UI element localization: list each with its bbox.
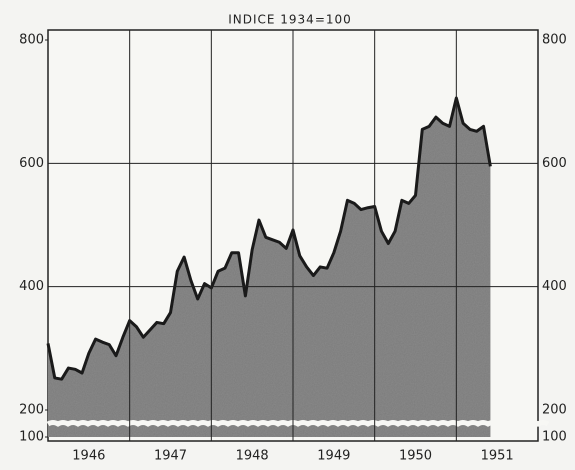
chart-title: INDICE 1934=100: [228, 13, 352, 27]
x-tick-label: 1947: [154, 449, 187, 464]
y-tick-label: 600: [19, 156, 44, 171]
y-tick-label: 800: [19, 33, 44, 48]
y-tick-label: 100: [19, 430, 44, 445]
area: [48, 97, 491, 437]
y-tick-label-right: 600: [542, 156, 567, 171]
line: [46, 96, 492, 381]
x-tick-label: 1949: [317, 449, 350, 464]
y-tick-label-right: 100: [542, 430, 567, 445]
y-tick-label-right: 800: [542, 33, 567, 48]
x-tick-label: 1950: [399, 449, 432, 464]
y-tick-label: 400: [19, 279, 44, 294]
y-tick-label: 200: [19, 403, 44, 418]
y-tick-label-right: 400: [542, 279, 567, 294]
x-tick-label: 1951: [481, 449, 514, 464]
x-tick-label: 1948: [236, 449, 269, 464]
y-tick-label-right: 200: [542, 403, 567, 418]
x-tick-label: 1946: [72, 449, 105, 464]
axis-break: [46, 420, 550, 427]
